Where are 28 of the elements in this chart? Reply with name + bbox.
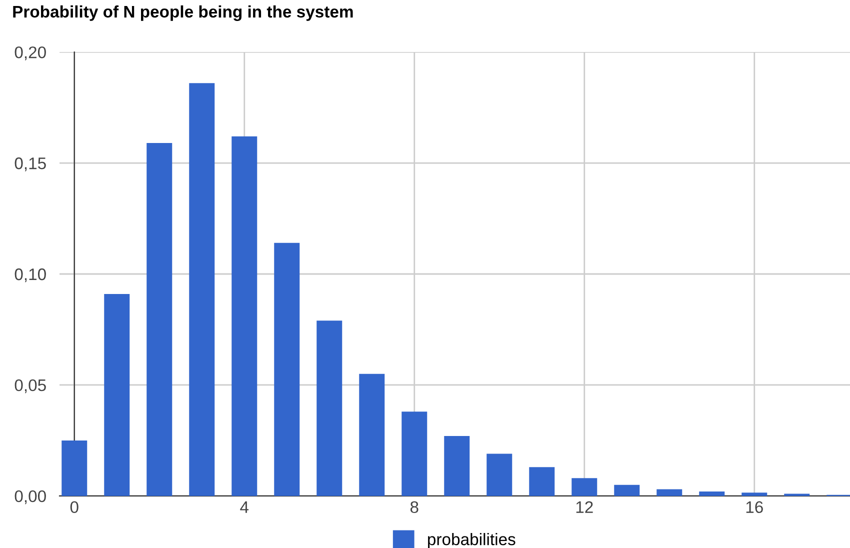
bar bbox=[146, 143, 172, 496]
bar bbox=[402, 412, 428, 496]
x-tick-label: 8 bbox=[410, 501, 418, 514]
bar bbox=[444, 436, 470, 496]
y-tick-label: 0,15 bbox=[14, 157, 46, 172]
bar bbox=[699, 492, 725, 496]
bar bbox=[529, 467, 555, 496]
y-tick-label: 0,05 bbox=[14, 379, 46, 394]
y-tick-label: 0,00 bbox=[14, 490, 46, 504]
bar bbox=[656, 489, 682, 496]
x-tick-label: 4 bbox=[240, 501, 249, 513]
bar bbox=[614, 484, 640, 496]
chart-title: Probability of N people being in the system bbox=[13, 5, 353, 21]
bar bbox=[359, 374, 385, 496]
bar bbox=[274, 242, 300, 496]
bar bbox=[572, 478, 598, 496]
bar bbox=[742, 492, 768, 496]
bar bbox=[104, 294, 130, 496]
bar bbox=[189, 83, 215, 496]
y-tick-label: 0,20 bbox=[14, 46, 46, 60]
bar bbox=[232, 136, 258, 496]
bar bbox=[62, 440, 88, 496]
x-tick-label: 12 bbox=[576, 501, 593, 513]
x-tick-label: 0 bbox=[70, 501, 78, 514]
bar bbox=[486, 454, 512, 496]
x-tick-label: 16 bbox=[746, 501, 763, 514]
bar bbox=[316, 320, 342, 496]
y-tick-label: 0,10 bbox=[14, 268, 46, 282]
